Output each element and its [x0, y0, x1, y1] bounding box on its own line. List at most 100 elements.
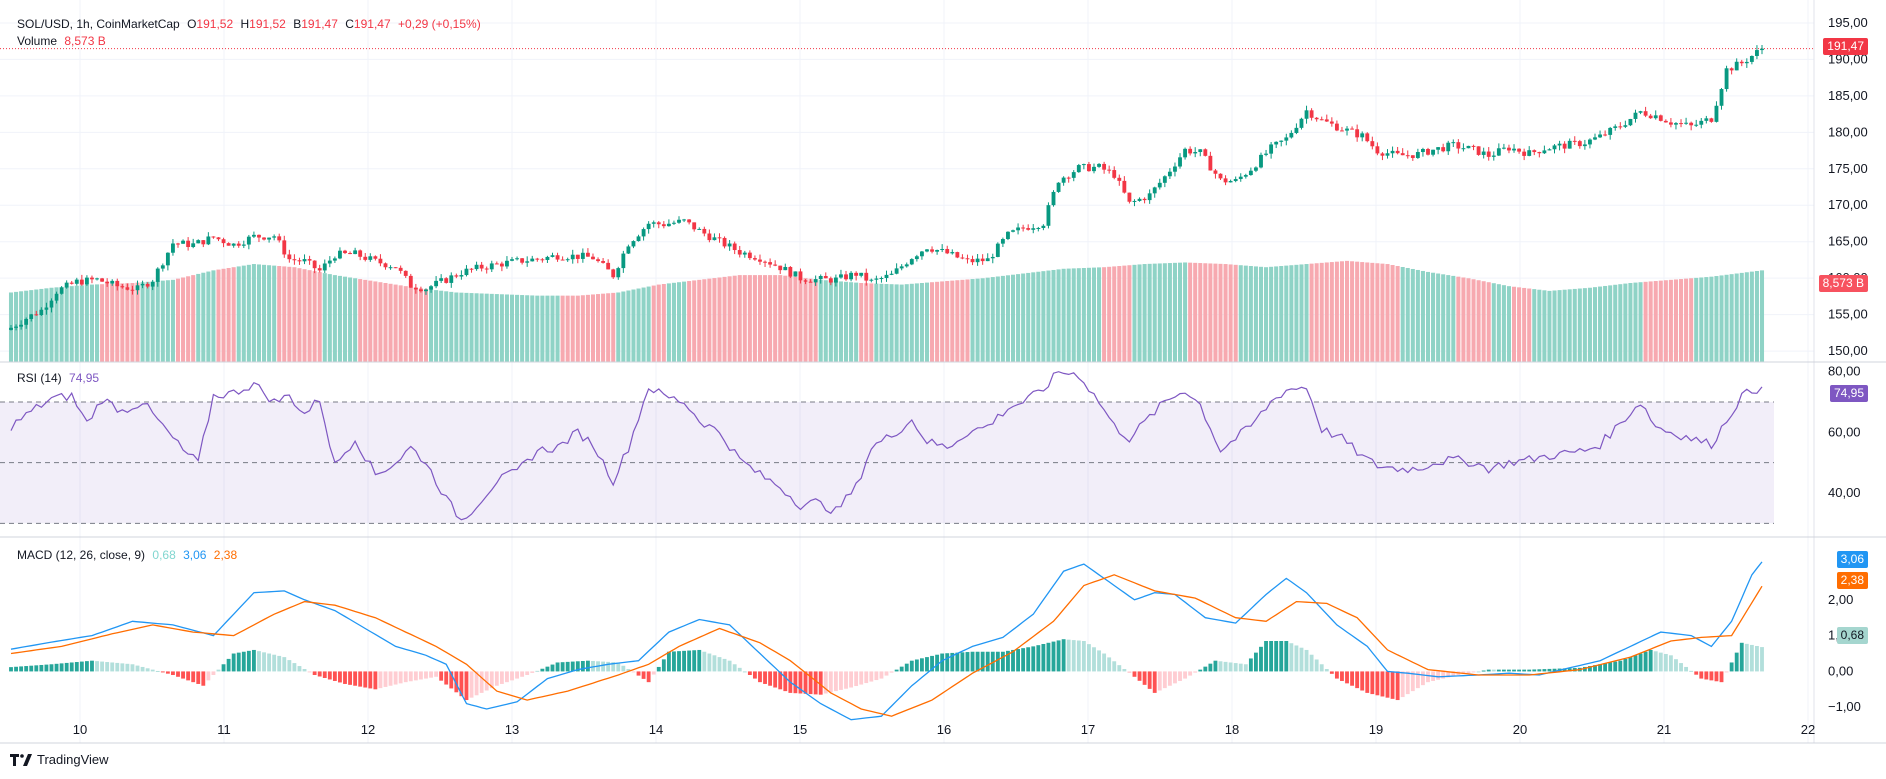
- candle-body: [49, 300, 54, 308]
- macd-hist-bar: [1132, 671, 1137, 677]
- candle-body: [707, 233, 712, 241]
- macd-hist-bar: [1011, 649, 1015, 672]
- volume-bar: [919, 283, 924, 362]
- candle-body: [1152, 187, 1157, 194]
- volume-bar: [342, 276, 348, 362]
- volume-bar: [1198, 263, 1203, 362]
- volume-bar: [135, 282, 140, 362]
- volume-bar: [479, 293, 484, 362]
- open-value: 191,52: [196, 17, 234, 31]
- volume-bar: [1663, 280, 1668, 362]
- candle-body: [1097, 163, 1101, 167]
- volume-bar: [783, 275, 788, 362]
- volume-bar: [1668, 279, 1673, 362]
- candle-body: [1552, 145, 1557, 150]
- candle-body: [1557, 143, 1562, 146]
- candle-body: [1243, 175, 1248, 177]
- macd-hist-bar: [783, 671, 788, 692]
- volume-bar: [1689, 278, 1694, 362]
- candle-body: [712, 237, 717, 241]
- macd-hist-bar: [778, 671, 783, 690]
- macd-hist-bar: [793, 671, 798, 694]
- candle-body: [808, 281, 813, 283]
- macd-hist-bar: [1679, 663, 1683, 672]
- macd-hist-bar: [914, 659, 919, 672]
- price-legend: SOL/USD, 1h, CoinMarketCap O191,52 H191,…: [17, 17, 485, 31]
- candle-body: [449, 275, 454, 283]
- macd-hist-bar: [353, 671, 358, 686]
- macd-hist-bar: [383, 671, 388, 687]
- rsi-series: [10, 371, 1763, 521]
- candle-body: [1421, 149, 1425, 153]
- volume-bar: [439, 290, 444, 362]
- volume-bar: [1532, 289, 1537, 362]
- candle-body: [656, 222, 661, 225]
- macd-hist-bar: [49, 664, 54, 672]
- candle-body: [960, 257, 965, 259]
- volume-bar: [100, 284, 105, 362]
- price-tick-label: 175,00: [1828, 161, 1868, 176]
- volume-bar: [1360, 262, 1365, 362]
- volume-bar: [272, 265, 277, 362]
- candle-body: [469, 268, 474, 270]
- candle-body: [499, 263, 504, 267]
- volume-bar: [676, 282, 682, 362]
- candle-body: [292, 259, 297, 261]
- candle-body: [1071, 172, 1076, 178]
- volume-bar: [1051, 269, 1056, 362]
- macd-hist-bar: [1668, 655, 1673, 672]
- candle-body: [1598, 134, 1602, 138]
- macd-hist-bar: [1709, 671, 1714, 681]
- volume-bar: [1117, 266, 1122, 362]
- macd-hist-bar: [1481, 670, 1486, 672]
- macd-hist-bar: [920, 658, 924, 672]
- axes: 10 11 12 13 14 15 16 17 18 19 20 21 22 150,00 155,00 16…: [0, 0, 1886, 744]
- volume-bar: [1102, 267, 1107, 362]
- volume-bar: [884, 283, 889, 362]
- volume-bar: [251, 264, 256, 362]
- volume-bar: [74, 285, 79, 362]
- volume-bar: [823, 280, 828, 362]
- candle-body: [1218, 173, 1223, 179]
- rsi-tick-label: 60,00: [1828, 424, 1861, 439]
- macd-hist-bar: [1061, 639, 1066, 672]
- candle-body: [611, 269, 616, 278]
- candle-body: [297, 260, 302, 262]
- candle-body: [722, 237, 727, 247]
- macd-hist-bar: [606, 661, 611, 672]
- volume-bar: [444, 291, 449, 362]
- volume-bar: [1172, 262, 1177, 362]
- macd-hist-bar: [1167, 671, 1172, 686]
- candle-body: [899, 266, 904, 269]
- high-value: 191,52: [249, 17, 286, 31]
- candle-body: [697, 228, 702, 230]
- volume-bar: [1496, 284, 1501, 362]
- candle-body: [1324, 119, 1329, 122]
- rsi-line: [10, 371, 1763, 521]
- macd-hist-bar: [1309, 654, 1314, 672]
- candle-body: [1102, 163, 1107, 170]
- volume-bar: [621, 291, 626, 362]
- volume-bar: [1056, 269, 1061, 362]
- rsi-label: RSI (14): [17, 371, 62, 385]
- volume-bar: [849, 282, 854, 362]
- candle-body: [621, 253, 626, 269]
- macd-hist-bar: [1476, 671, 1481, 673]
- macd-hist-bar: [828, 671, 833, 693]
- volume-bar: [1026, 272, 1031, 362]
- volume-bar: [1339, 261, 1344, 362]
- volume-bar: [930, 282, 935, 362]
- candle-body: [1142, 198, 1147, 201]
- macd-hist-bar: [1127, 671, 1132, 673]
- volume-bar: [363, 279, 368, 362]
- macd-hist-bar: [393, 671, 398, 685]
- macd-hist-bar: [110, 662, 115, 672]
- candle-body: [9, 327, 13, 330]
- tradingview-logo[interactable]: TradingView: [10, 752, 109, 767]
- volume-bar: [150, 281, 155, 362]
- macd-hist-bar: [1360, 671, 1365, 691]
- candle-body: [560, 259, 565, 261]
- volume-bar: [1577, 288, 1582, 362]
- volume-bar: [1132, 264, 1137, 362]
